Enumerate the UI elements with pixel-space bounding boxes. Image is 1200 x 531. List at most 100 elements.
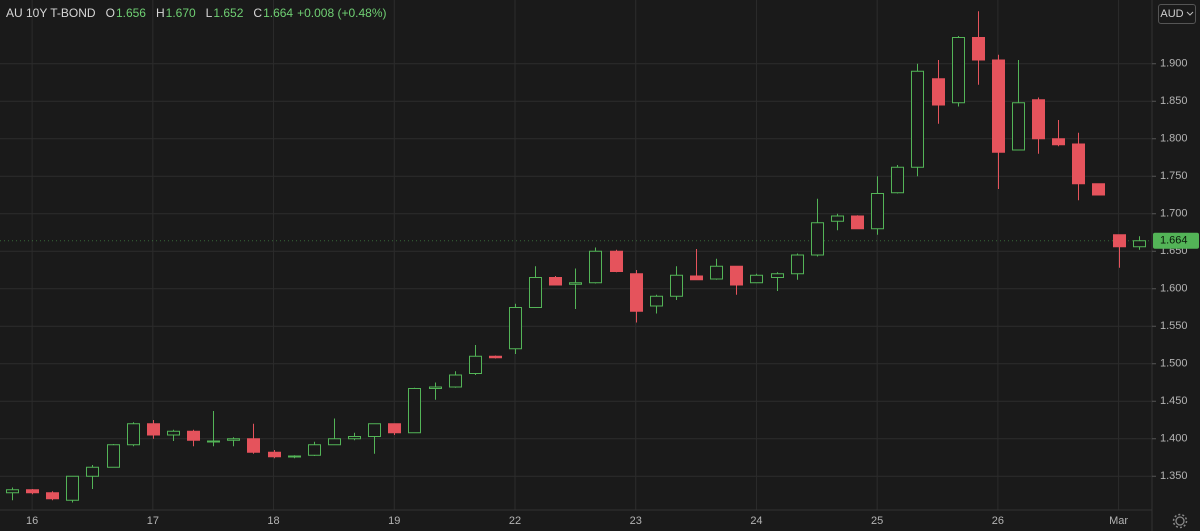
symbol: AU 10Y T-BOND: [6, 6, 96, 20]
ohlc-key: C: [253, 6, 263, 20]
chevron: [1186, 11, 1193, 16]
candle-body: [328, 438, 341, 446]
ohlc-key: H: [155, 6, 165, 20]
candle-body: [1052, 138, 1065, 146]
candle-body: [972, 37, 985, 61]
gear: [1175, 516, 1185, 526]
candle-body: [308, 444, 321, 456]
ohlc-value: 1.664: [263, 6, 294, 20]
candle-body: [489, 355, 502, 359]
y-tick-label: 1.900: [1160, 58, 1188, 70]
candle-body: [449, 374, 462, 388]
candle-body: [690, 275, 703, 281]
settings-icon[interactable]: [1172, 513, 1188, 529]
candle-body: [952, 37, 965, 104]
y-tick-label: 1.450: [1160, 395, 1188, 407]
candle-body: [569, 282, 582, 285]
y-tick-label: 1.350: [1160, 470, 1188, 482]
candle-body: [911, 70, 924, 168]
candle-body: [891, 166, 904, 194]
candle-body: [771, 273, 784, 278]
y-tick-label: 1.800: [1160, 133, 1188, 145]
currency: AUD: [1160, 8, 1184, 20]
ohlc-value: 1.656: [115, 6, 146, 20]
y-tick-label: 1.500: [1160, 358, 1188, 370]
candle-body: [247, 438, 260, 453]
candle-body: [1113, 234, 1126, 248]
ohlc-value: 1.670: [165, 6, 196, 20]
last-price-tag: [1153, 232, 1199, 249]
candle-body: [1072, 143, 1085, 185]
candle-body: [851, 215, 864, 230]
candle-body: [811, 222, 824, 256]
candle-body: [6, 489, 19, 494]
ohlc-key: O: [105, 6, 115, 20]
candle-body: [268, 451, 281, 458]
candle-body: [831, 215, 844, 222]
candle-body: [147, 423, 160, 436]
candle-body: [1012, 102, 1025, 151]
change: +0.008 (+0.48%): [297, 6, 387, 20]
candle-body: [127, 423, 140, 446]
candle-body: [288, 455, 301, 458]
y-tick-label: 1.750: [1160, 170, 1188, 182]
x-tick-label: 16: [26, 515, 38, 527]
candle-body: [509, 307, 522, 350]
candle-body: [66, 475, 79, 501]
candle-body: [388, 423, 401, 434]
x-tick-label: 19: [388, 515, 400, 527]
candle-body: [408, 388, 421, 434]
candle-body: [710, 265, 723, 280]
x-tick-label: Mar: [1109, 515, 1128, 527]
candle-body: [26, 489, 39, 494]
ohlc-value: 1.652: [213, 6, 244, 20]
gear-teeth: [1172, 513, 1188, 529]
candle-body: [1133, 240, 1146, 248]
candle-body: [791, 254, 804, 275]
last-price-label: 1.664: [1160, 235, 1188, 247]
candle-body: [589, 250, 602, 284]
candle-body: [46, 492, 59, 500]
candle-body: [992, 59, 1005, 153]
y-tick-label: 1.400: [1160, 433, 1188, 445]
currency-button[interactable]: AUD: [1158, 4, 1196, 24]
candle-body: [650, 295, 663, 307]
candle-body: [187, 430, 200, 441]
x-tick-label: 22: [509, 515, 521, 527]
candle-body: [429, 386, 442, 389]
candles: [6, 11, 1146, 503]
x-tick-label: 18: [267, 515, 279, 527]
x-tick-label: 17: [147, 515, 159, 527]
candle-body: [86, 466, 99, 477]
candle-body: [469, 355, 482, 374]
ohlc-key: L: [205, 6, 213, 20]
candle-body: [529, 277, 542, 308]
candle-body: [549, 277, 562, 286]
x-tick-label: 24: [750, 515, 762, 527]
candle-body: [227, 438, 240, 441]
candle-body: [610, 250, 623, 272]
candle-body: [1032, 99, 1045, 140]
candle-body: [670, 274, 683, 297]
candle-body: [348, 436, 361, 440]
candle-body: [630, 273, 643, 312]
symbol-legend: AU 10Y T-BOND O 1.656 H 1.670 L 1.652 C 1.664 +0…: [6, 6, 387, 20]
x-tick-label: 23: [630, 515, 642, 527]
x-tick-label: 25: [871, 515, 883, 527]
candle-body: [871, 193, 884, 230]
candle-body: [368, 423, 381, 437]
x-tick-label: 26: [992, 515, 1004, 527]
y-tick-label: 1.700: [1160, 208, 1188, 220]
candle-body: [750, 274, 763, 284]
y-tick-label: 1.550: [1160, 320, 1188, 332]
candle-body: [107, 444, 120, 468]
candle-body: [730, 265, 743, 286]
y-tick-label: 1.600: [1160, 283, 1188, 295]
candle-body: [167, 430, 180, 436]
candle-body: [932, 78, 945, 106]
candle-body: [1092, 183, 1105, 196]
y-tick-label: 1.850: [1160, 95, 1188, 107]
candle-body: [207, 440, 220, 443]
